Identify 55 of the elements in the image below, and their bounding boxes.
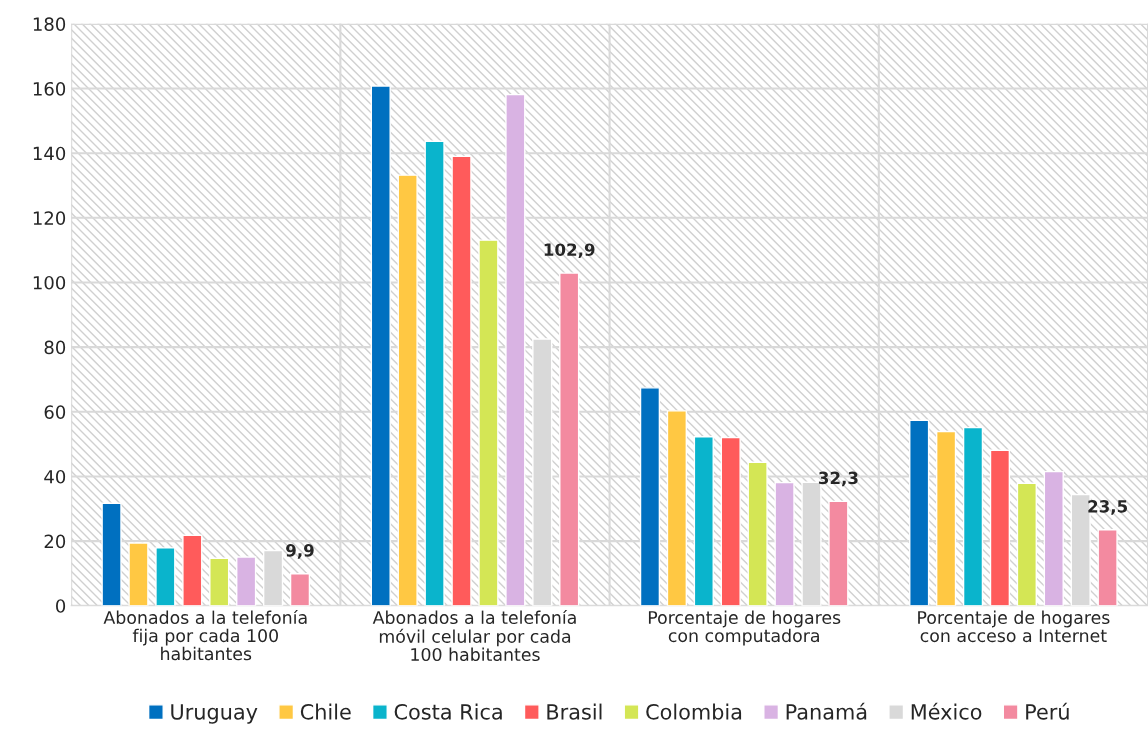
bar bbox=[397, 174, 418, 606]
bar bbox=[828, 500, 849, 606]
bar bbox=[559, 272, 580, 606]
bar bbox=[424, 140, 445, 606]
y-tick-label: 40 bbox=[44, 469, 66, 484]
bar bbox=[505, 93, 526, 606]
bar bbox=[289, 573, 311, 606]
data-label: 9,9 bbox=[286, 544, 314, 559]
bar bbox=[155, 547, 176, 606]
y-tick-label: 0 bbox=[56, 599, 66, 613]
y-tick-label: 180 bbox=[33, 17, 66, 31]
bar bbox=[262, 549, 284, 606]
data-label: 32,3 bbox=[818, 471, 858, 487]
y-tick-label: 140 bbox=[33, 146, 66, 161]
bar bbox=[1016, 482, 1037, 606]
legend-label: Panamá bbox=[786, 702, 867, 720]
bar bbox=[720, 436, 741, 606]
bar bbox=[935, 430, 957, 606]
bar bbox=[101, 502, 122, 606]
y-tick-label: 80 bbox=[44, 340, 66, 355]
bar bbox=[451, 155, 472, 606]
bar bbox=[639, 387, 661, 606]
legend-label: Costa Rica bbox=[394, 703, 502, 720]
legend-label: Uruguay bbox=[171, 704, 258, 724]
bar bbox=[236, 556, 257, 606]
bar bbox=[909, 419, 930, 606]
bar bbox=[182, 534, 203, 606]
data-label: 102,9 bbox=[544, 243, 595, 259]
bar bbox=[747, 461, 768, 606]
y-tick-label: 60 bbox=[44, 405, 66, 419]
y-tick-label: 20 bbox=[44, 534, 66, 549]
y-tick-label: 120 bbox=[33, 211, 66, 225]
legend-label: Colombia bbox=[646, 703, 742, 720]
bar bbox=[774, 481, 795, 606]
x-tick-label: Abonados a la telefonía móvil celular por cada 100 habitantes bbox=[372, 609, 576, 662]
bar bbox=[1097, 529, 1118, 606]
x-tick-label: Porcentaje de hogares con computadora bbox=[648, 610, 841, 646]
bar bbox=[478, 239, 499, 606]
x-tick-label: Abonados a la telefonía fija por cada 100 habitantes bbox=[103, 609, 307, 661]
x-tick-label: Porcentaje de hogares con acceso a Internet bbox=[918, 610, 1110, 643]
y-tick-label: 100 bbox=[33, 275, 66, 290]
bar bbox=[989, 449, 1011, 606]
bar bbox=[666, 410, 688, 606]
bar bbox=[209, 557, 230, 606]
bar bbox=[693, 435, 714, 606]
legend-label: Perú bbox=[1026, 702, 1069, 720]
legend-label: México bbox=[911, 702, 982, 720]
bar bbox=[370, 85, 391, 606]
legend-label: Brasil bbox=[547, 703, 602, 720]
bar bbox=[128, 542, 149, 606]
data-label: 23,5 bbox=[1088, 500, 1128, 515]
legend-label: Chile bbox=[300, 703, 351, 720]
bar bbox=[962, 426, 984, 606]
y-tick-label: 160 bbox=[33, 81, 66, 96]
bar bbox=[1043, 470, 1064, 606]
